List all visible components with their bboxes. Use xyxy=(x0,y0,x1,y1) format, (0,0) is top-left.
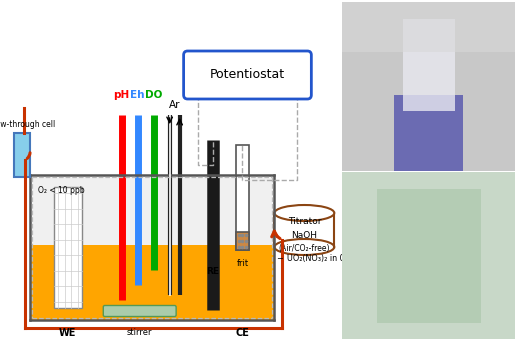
Text: Potentiostat: Potentiostat xyxy=(210,69,285,81)
Text: CE: CE xyxy=(236,328,250,338)
Bar xyxy=(236,232,250,250)
Text: ─  UO₂(NO₃)₂ in 0.1 M HCl: ─ UO₂(NO₃)₂ in 0.1 M HCl xyxy=(278,253,378,263)
Text: DO: DO xyxy=(145,90,162,100)
Bar xyxy=(342,2,515,52)
Text: O₂ < 10 ppb: O₂ < 10 ppb xyxy=(38,186,84,195)
FancyBboxPatch shape xyxy=(103,306,176,316)
Text: RE: RE xyxy=(206,267,219,276)
Text: Flow-through cell: Flow-through cell xyxy=(0,120,55,129)
Text: Titrator: Titrator xyxy=(287,218,321,226)
Text: frit: frit xyxy=(236,259,249,268)
Bar xyxy=(14,133,30,177)
Bar xyxy=(30,245,275,320)
Bar xyxy=(402,18,455,112)
Text: WE: WE xyxy=(59,328,77,338)
Text: Ar: Ar xyxy=(169,100,180,110)
Text: Eh: Eh xyxy=(131,90,145,100)
Ellipse shape xyxy=(275,205,334,221)
Bar xyxy=(30,175,275,245)
Bar xyxy=(377,189,481,323)
FancyBboxPatch shape xyxy=(183,51,311,99)
Text: pH: pH xyxy=(113,90,130,100)
Bar xyxy=(275,213,334,247)
Text: NaOH: NaOH xyxy=(291,232,318,240)
Ellipse shape xyxy=(275,239,334,255)
Bar xyxy=(236,145,250,250)
Bar xyxy=(54,187,82,308)
Text: stirrer: stirrer xyxy=(127,328,152,337)
Bar xyxy=(394,94,463,170)
Text: (Air/CO₂-free): (Air/CO₂-free) xyxy=(279,243,330,252)
